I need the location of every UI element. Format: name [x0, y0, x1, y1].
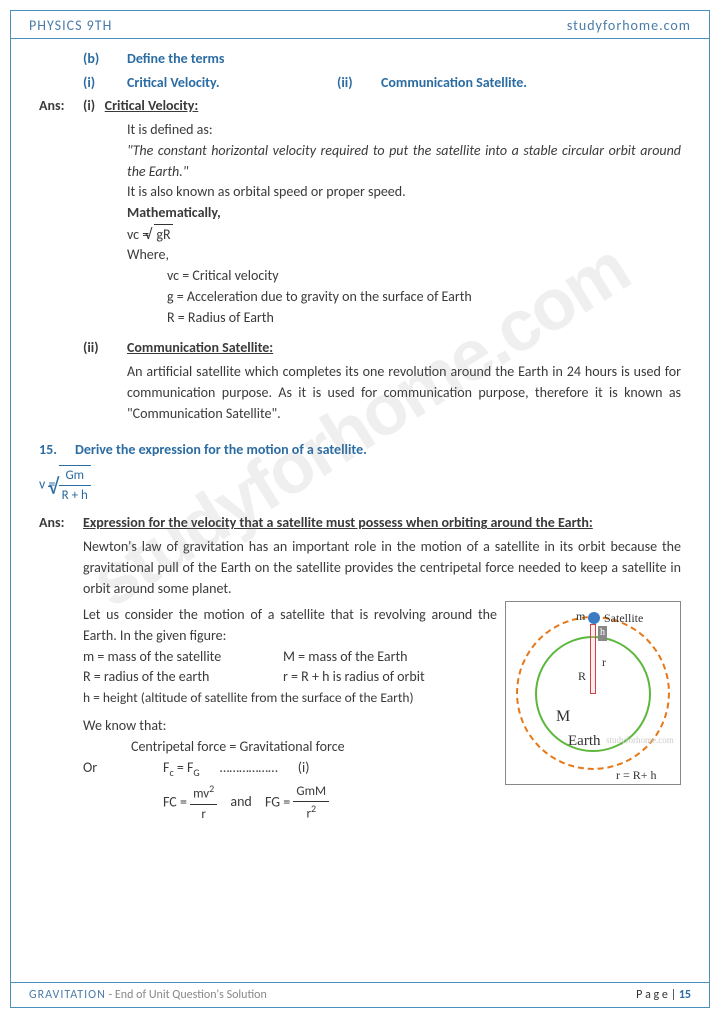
cv-w1: vc = Critical velocity [127, 266, 681, 287]
dl-M: M [556, 705, 570, 729]
ans-label: Ans: [39, 96, 83, 117]
page-frame: PHYSICS 9TH studyforhome.com studyforhom… [10, 10, 710, 1008]
cv-aka: It is also known as orbital speed or pro… [127, 182, 681, 203]
dl-wm: studyforhome.com [606, 734, 674, 747]
q15-num: 15. [39, 440, 75, 461]
q15-text: Derive the expression for the motion of … [75, 440, 367, 461]
cv-heading: (i) Critical Velocity: [83, 96, 681, 117]
page-header: PHYSICS 9TH studyforhome.com [11, 11, 709, 39]
question-15: 15. Derive the expression for the motion… [39, 440, 681, 461]
ans15-title: Expression for the velocity that a satel… [83, 513, 681, 534]
dl-earth: Earth [568, 730, 600, 752]
dl-h: h [598, 626, 607, 641]
dl-R: R [578, 668, 586, 686]
q15-equation: v = √GmR + h [39, 465, 681, 505]
question-b: (b) Define the terms [83, 49, 681, 70]
footer-page: P a g e | 15 [636, 988, 691, 1002]
radius-line [590, 624, 596, 694]
cs-label: (ii) [83, 338, 127, 359]
a15-p1: Newton's law of gravitation has an impor… [83, 537, 681, 599]
page-footer: GRAVITATION - End of Unit Question's Sol… [11, 982, 709, 1007]
text-comm-sat: Communication Satellite. [381, 73, 527, 94]
cs-heading-row: (ii) Communication Satellite: [83, 338, 681, 359]
sqrt-gr: gR [154, 224, 172, 246]
label-ii: (ii) [337, 73, 381, 94]
header-subject: PHYSICS 9TH [29, 17, 112, 34]
header-site: studyforhome.com [567, 17, 691, 34]
cv-equation: vc = gR [127, 224, 681, 246]
cv-w3: R = Radius of Earth [127, 308, 681, 329]
dl-sat: Satellite [604, 610, 643, 628]
a15-fc-fg: FC = mv2r and FG = GmMr2 [83, 782, 681, 824]
ans15-row: Ans: Expression for the velocity that a … [39, 513, 681, 534]
cv-def: It is defined as: [127, 120, 681, 141]
label-b: (b) [83, 49, 127, 70]
orbit-diagram: m Satellite h r R M Earth r = R+ h study… [505, 601, 681, 785]
cs-body: An artificial satellite which completes … [127, 362, 681, 424]
dl-orbit: r = R+ h [616, 767, 657, 785]
dl-m: m [576, 608, 585, 626]
cv-where: Where, [127, 245, 681, 266]
cv-quote: "The constant horizontal velocity requir… [127, 141, 681, 182]
footer-left: GRAVITATION - End of Unit Question's Sol… [29, 988, 267, 1002]
ans15-label: Ans: [39, 513, 83, 534]
text-define: Define the terms [127, 49, 225, 70]
page-content: studyforhome.com (b) Define the terms (i… [11, 39, 709, 824]
text-critical-velocity: Critical Velocity. [127, 73, 337, 94]
label-i: (i) [83, 73, 127, 94]
cv-math-label: Mathematically, [127, 203, 681, 224]
cv-w2: g = Acceleration due to gravity on the s… [127, 287, 681, 308]
dl-r: r [602, 654, 606, 672]
question-i-ii: (i) Critical Velocity. (ii) Communicatio… [83, 73, 681, 94]
cs-title: Communication Satellite: [127, 338, 273, 359]
answer-row: Ans: (i) Critical Velocity: [39, 96, 681, 117]
